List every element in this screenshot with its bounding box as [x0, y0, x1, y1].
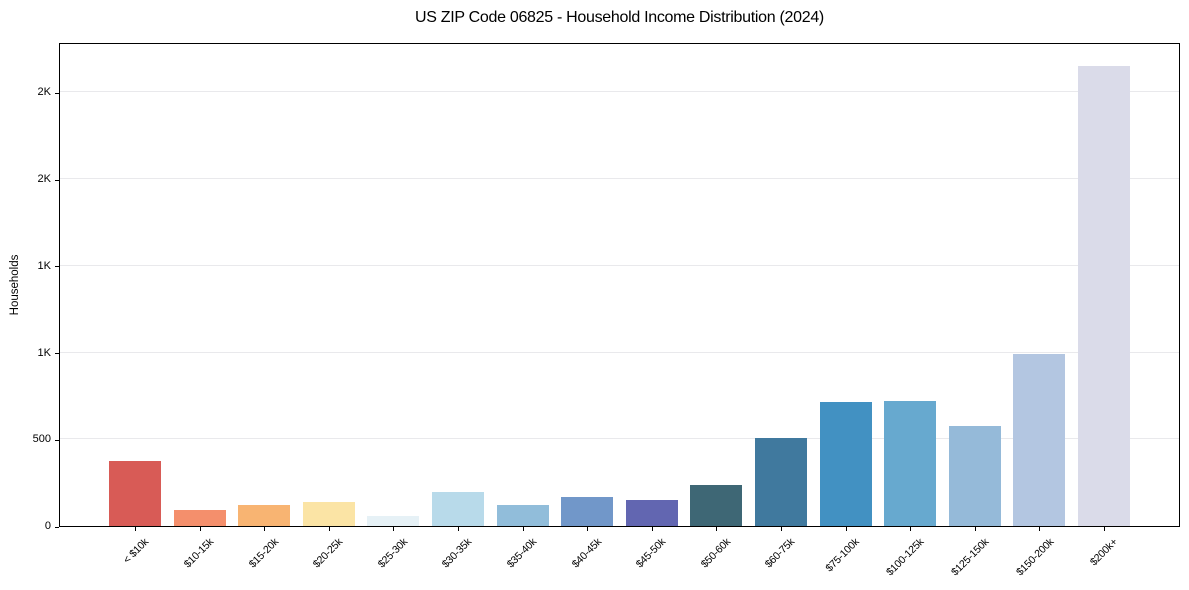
y-tick-label: 2K — [37, 173, 51, 186]
bar-75-100k — [819, 402, 872, 526]
bar-40-45k — [561, 497, 614, 526]
x-axis-tick — [328, 527, 330, 531]
bar-35-40k — [496, 505, 549, 526]
bar-150-200k — [1013, 354, 1066, 526]
x-tick-label: $200k+ — [1088, 536, 1121, 569]
x-axis-tick — [974, 527, 976, 531]
y-axis-tick — [55, 266, 59, 268]
x-axis-tick — [1039, 527, 1041, 531]
y-tick-label: 1K — [37, 259, 51, 272]
gridline-1500 — [60, 264, 1179, 266]
x-tick-label: < $10k — [121, 536, 152, 567]
x-tick-label: $25-30k — [375, 536, 410, 571]
chart-title: US ZIP Code 06825 - Household Income Dis… — [415, 9, 824, 26]
bar-60-75k — [755, 438, 807, 526]
x-tick-label: $45-50k — [633, 536, 669, 571]
y-tick-label: 500 — [32, 433, 51, 446]
x-axis-tick — [651, 527, 653, 531]
x-tick-label: $20-25k — [310, 536, 346, 571]
bar-50-60k — [690, 485, 743, 526]
bar-20-25k — [302, 501, 355, 526]
x-tick-label: $30-35k — [440, 536, 475, 571]
y-tick-label: 1K — [37, 346, 51, 359]
x-axis-tick — [781, 527, 782, 531]
plot-area — [59, 43, 1180, 527]
x-axis-tick — [135, 527, 136, 531]
y-axis-tick — [55, 179, 59, 181]
x-axis-tick — [587, 527, 589, 531]
bar-125-150k — [948, 426, 1001, 526]
gridline-2000 — [60, 178, 1179, 180]
x-tick-label: $10-15k — [181, 536, 217, 571]
x-tick-label: $60-75k — [763, 536, 798, 571]
bar-100-125k — [884, 401, 937, 526]
y-axis-tick — [55, 526, 59, 528]
bar-15-20k — [238, 505, 291, 526]
bar-25-30k — [367, 515, 420, 526]
bar-10-15k — [173, 509, 226, 526]
y-tick-label: 2K — [37, 86, 51, 99]
x-tick-label: $40-45k — [569, 536, 604, 571]
x-axis-tick — [845, 527, 847, 531]
bar-30-35k — [432, 492, 484, 526]
x-axis-tick — [264, 527, 266, 531]
gridline-1000 — [60, 351, 1179, 353]
gridline-500 — [60, 438, 1179, 440]
x-axis-tick — [716, 527, 718, 531]
x-axis-tick — [393, 527, 395, 531]
x-tick-label: $75-100k — [823, 536, 863, 575]
x-tick-label: $15-20k — [246, 536, 281, 571]
x-tick-label: $100-125k — [884, 536, 927, 579]
bar-10k — [109, 460, 161, 526]
x-axis-tick — [1104, 527, 1105, 531]
gridline-2500 — [60, 91, 1179, 93]
y-axis-tick — [55, 92, 59, 94]
x-tick-label: $50-60k — [698, 536, 733, 571]
y-tick-label: 0 — [44, 520, 51, 532]
x-axis-tick — [910, 527, 912, 531]
y-axis-tick — [55, 439, 59, 441]
x-axis-tick — [522, 527, 524, 531]
bar-200k — [1078, 66, 1130, 526]
x-tick-label: $150-200k — [1013, 536, 1056, 579]
bar-45-50k — [625, 500, 678, 526]
x-axis-tick — [199, 527, 201, 531]
x-axis-tick — [458, 527, 459, 531]
x-tick-label: $35-40k — [504, 536, 540, 571]
x-tick-label: $125-150k — [948, 536, 992, 579]
y-axis-tick — [55, 353, 59, 355]
